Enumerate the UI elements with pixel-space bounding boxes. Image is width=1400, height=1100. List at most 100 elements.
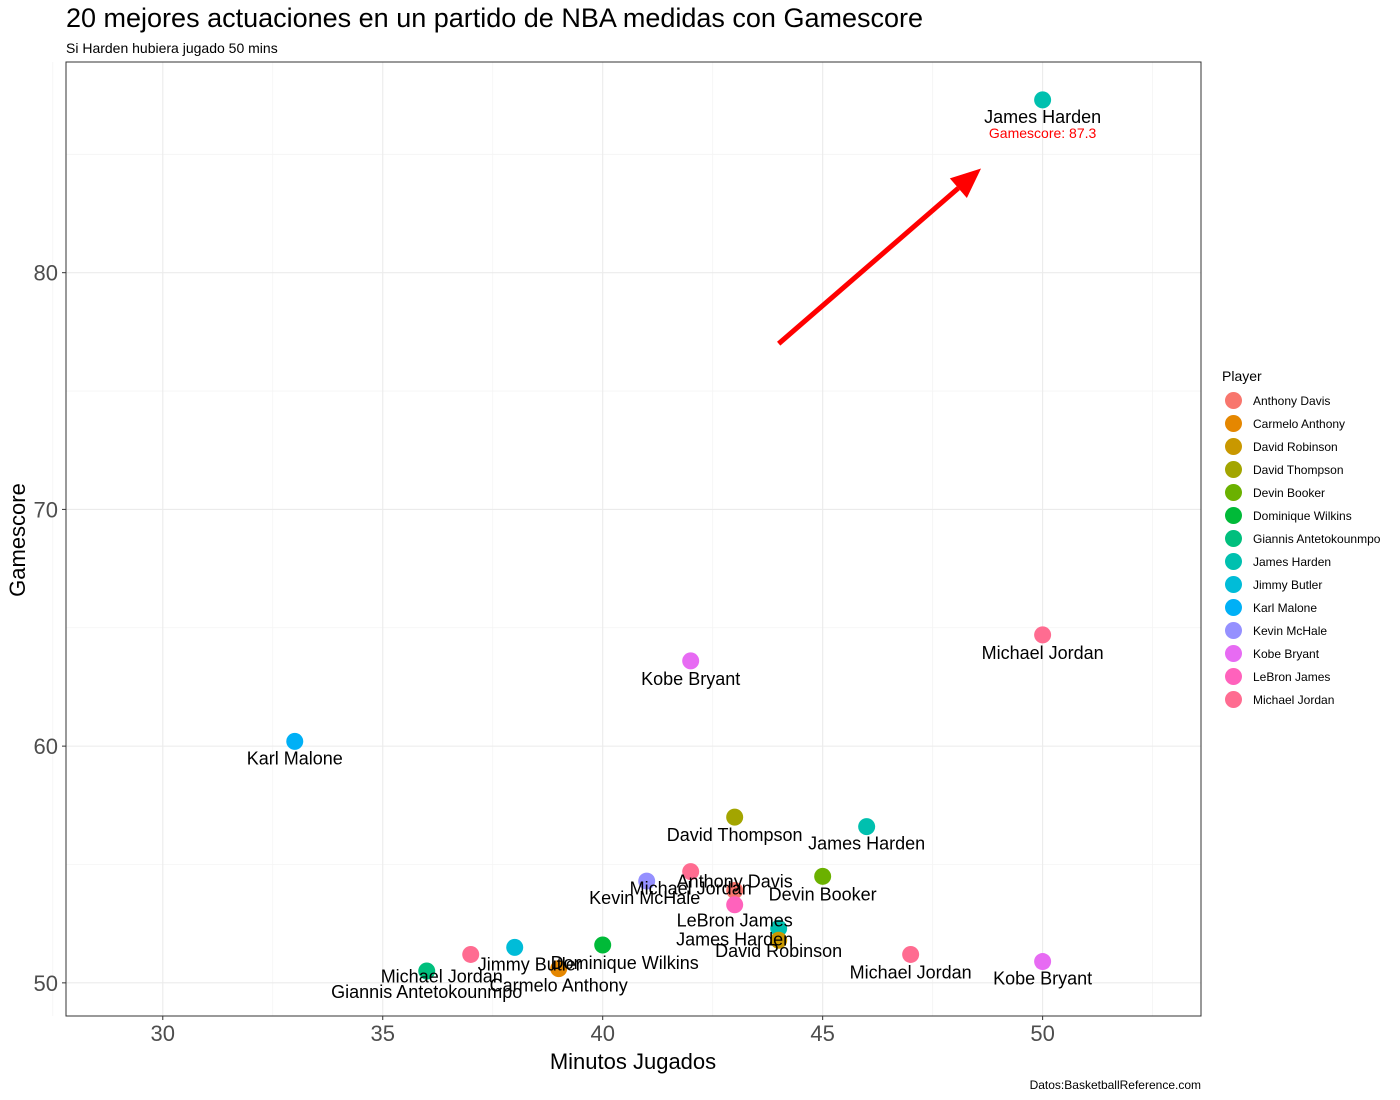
legend-label: Dominique Wilkins bbox=[1253, 508, 1352, 523]
arrow-layer bbox=[777, 168, 982, 346]
point-label: James Harden bbox=[984, 107, 1101, 127]
legend-label: Giannis Antetokounmpo bbox=[1253, 531, 1381, 546]
point-label: David Thompson bbox=[667, 825, 803, 845]
scatter-point bbox=[814, 867, 832, 885]
arrow-head bbox=[949, 168, 982, 198]
legend-label: David Robinson bbox=[1253, 439, 1338, 454]
scatter-point bbox=[902, 945, 920, 963]
point-label: Michael Jordan bbox=[630, 879, 752, 899]
legend-item: Michael Jordan bbox=[1222, 688, 1380, 711]
point-label: James Harden bbox=[808, 834, 925, 854]
chart-subtitle: Si Harden hubiera jugado 50 mins bbox=[66, 40, 278, 56]
x-tick-label: 50 bbox=[1030, 1021, 1054, 1046]
legend-swatch bbox=[1225, 553, 1242, 570]
point-label: Anthony Davis bbox=[677, 872, 793, 892]
scatter-point bbox=[726, 896, 744, 914]
annotation-label: Gamescore: 87.3 bbox=[989, 125, 1097, 141]
legend-label: LeBron James bbox=[1253, 669, 1331, 684]
point-label: Dominique Wilkins bbox=[551, 953, 699, 973]
point-label: LeBron James bbox=[677, 911, 793, 931]
legend-item: James Harden bbox=[1222, 550, 1380, 573]
legend-swatch bbox=[1225, 461, 1242, 478]
legend-label: James Harden bbox=[1253, 554, 1332, 569]
point-label: Jimmy Butler bbox=[478, 954, 582, 974]
y-axis-title: Gamescore bbox=[5, 483, 30, 597]
scatter-point bbox=[770, 931, 788, 949]
point-label: James Harden bbox=[676, 929, 793, 949]
legend-label: Kobe Bryant bbox=[1253, 646, 1320, 661]
legend-item: David Thompson bbox=[1222, 458, 1380, 481]
point-label: Michael Jordan bbox=[982, 643, 1104, 663]
legend-label: David Thompson bbox=[1253, 462, 1344, 477]
legend-items: Anthony Davis Carmelo Anthony David Robins… bbox=[1222, 389, 1380, 711]
legend-label: Devin Booker bbox=[1253, 485, 1326, 500]
legend-swatch bbox=[1225, 622, 1242, 639]
legend-item: Anthony Davis bbox=[1222, 389, 1380, 412]
point-label: Carmelo Anthony bbox=[490, 976, 628, 996]
legend-item: Kobe Bryant bbox=[1222, 642, 1380, 665]
points-layer bbox=[286, 91, 1052, 980]
point-label: Devin Booker bbox=[769, 884, 877, 904]
point-label: Giannis Antetokounmpo bbox=[331, 982, 522, 1002]
legend-swatch bbox=[1225, 691, 1242, 708]
legend-label: Carmelo Anthony bbox=[1253, 416, 1346, 431]
legend-item: Carmelo Anthony bbox=[1222, 412, 1380, 435]
legend-swatch bbox=[1225, 599, 1242, 616]
scatter-point bbox=[638, 872, 656, 890]
x-tick-label: 35 bbox=[371, 1021, 395, 1046]
panel-border bbox=[65, 61, 1202, 1017]
y-tick-label: 60 bbox=[34, 734, 58, 759]
legend-item: Kevin McHale bbox=[1222, 619, 1380, 642]
legend-swatch bbox=[1225, 530, 1242, 547]
legend-item: David Robinson bbox=[1222, 435, 1380, 458]
y-tick-label: 80 bbox=[34, 261, 58, 286]
legend-item: Jimmy Butler bbox=[1222, 573, 1380, 596]
x-axis-title: Minutos Jugados bbox=[550, 1049, 716, 1074]
legend-item: Giannis Antetokounmpo bbox=[1222, 527, 1380, 550]
point-label: Kevin McHale bbox=[589, 888, 700, 908]
scatter-point bbox=[506, 938, 524, 956]
scatter-point bbox=[770, 919, 788, 937]
legend-swatch bbox=[1225, 507, 1242, 524]
grid-major bbox=[66, 62, 1201, 1016]
legend-swatch bbox=[1225, 438, 1242, 455]
y-tick-label: 70 bbox=[34, 497, 58, 522]
point-label: Kobe Bryant bbox=[993, 969, 1092, 989]
legend-item: Dominique Wilkins bbox=[1222, 504, 1380, 527]
point-label: Michael Jordan bbox=[381, 966, 503, 986]
x-tick-label: 45 bbox=[810, 1021, 834, 1046]
scatter-point bbox=[1034, 626, 1052, 644]
chart-title: 20 mejores actuaciones en un partido de … bbox=[66, 3, 923, 33]
legend-swatch bbox=[1225, 668, 1242, 685]
legend-item: LeBron James bbox=[1222, 665, 1380, 688]
scatter-point bbox=[550, 960, 568, 978]
x-tick-label: 40 bbox=[590, 1021, 614, 1046]
x-tick-label: 30 bbox=[151, 1021, 175, 1046]
scatter-point bbox=[682, 863, 700, 881]
scatter-point bbox=[726, 882, 744, 900]
legend-label: Jimmy Butler bbox=[1253, 577, 1323, 592]
point-label: Kobe Bryant bbox=[641, 669, 740, 689]
legend: Player Anthony Davis Carmelo Anthony David… bbox=[1222, 368, 1380, 711]
legend-label: Kevin McHale bbox=[1253, 623, 1328, 638]
scatter-point bbox=[1034, 91, 1052, 109]
scatter-point bbox=[462, 945, 480, 963]
axis-layer: 30 35 40 45 50 50 60 70 80 bbox=[34, 261, 1055, 1046]
point-label: Michael Jordan bbox=[850, 962, 972, 982]
y-tick-label: 50 bbox=[34, 971, 58, 996]
scatter-point bbox=[418, 962, 436, 980]
legend-swatch bbox=[1225, 645, 1242, 662]
legend-label: Karl Malone bbox=[1253, 600, 1318, 615]
legend-label: Michael Jordan bbox=[1253, 692, 1335, 707]
scatter-point bbox=[286, 732, 304, 750]
scatter-point bbox=[594, 936, 612, 954]
legend-item: Karl Malone bbox=[1222, 596, 1380, 619]
point-label: Karl Malone bbox=[247, 748, 343, 768]
legend-swatch bbox=[1225, 392, 1242, 409]
arrow-shaft bbox=[777, 186, 960, 346]
scatter-point bbox=[726, 808, 744, 826]
legend-item: Devin Booker bbox=[1222, 481, 1380, 504]
scatter-point bbox=[1034, 953, 1052, 971]
legend-swatch bbox=[1225, 484, 1242, 501]
point-label: David Robinson bbox=[715, 941, 842, 961]
